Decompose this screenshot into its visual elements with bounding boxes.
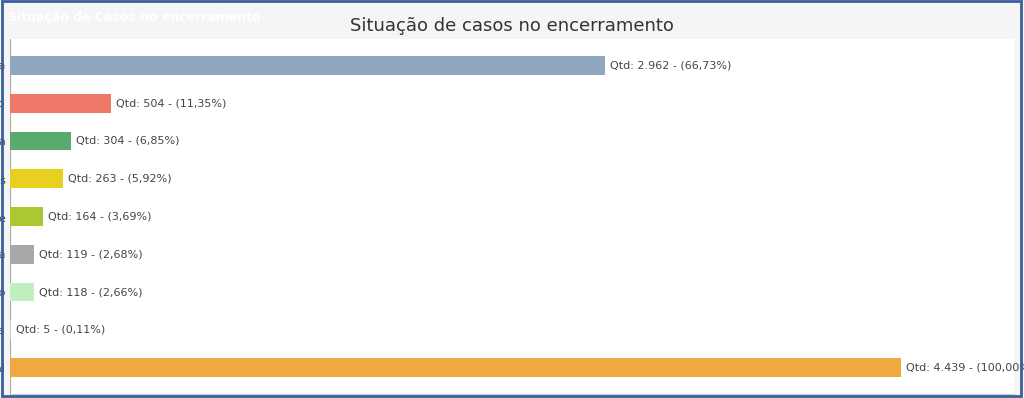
- Text: Qtd: 118 - (2,66%): Qtd: 118 - (2,66%): [39, 287, 142, 297]
- Text: Qtd: 119 - (2,68%): Qtd: 119 - (2,68%): [39, 249, 142, 259]
- Text: Qtd: 164 - (3,69%): Qtd: 164 - (3,69%): [48, 211, 152, 222]
- Bar: [10, 131, 72, 150]
- Bar: [10, 283, 34, 302]
- Title: Situação de casos no encerramento: Situação de casos no encerramento: [350, 17, 674, 35]
- Text: Qtd: 504 - (11,35%): Qtd: 504 - (11,35%): [117, 98, 226, 108]
- Text: Qtd: 4.439 - (100,00%: Qtd: 4.439 - (100,00%: [906, 363, 1024, 373]
- Text: Situação de Casos no encerramento: Situação de Casos no encerramento: [8, 11, 261, 24]
- Bar: [10, 358, 901, 377]
- Text: Qtd: 2.962 - (66,73%): Qtd: 2.962 - (66,73%): [609, 60, 731, 70]
- Bar: [10, 245, 34, 264]
- Bar: [10, 94, 112, 113]
- Text: Qtd: 5 - (0,11%): Qtd: 5 - (0,11%): [16, 325, 105, 335]
- Bar: [10, 207, 43, 226]
- Bar: [10, 169, 63, 188]
- Bar: [10, 56, 605, 75]
- Text: Qtd: 304 - (6,85%): Qtd: 304 - (6,85%): [76, 136, 180, 146]
- Text: Qtd: 263 - (5,92%): Qtd: 263 - (5,92%): [68, 174, 172, 184]
